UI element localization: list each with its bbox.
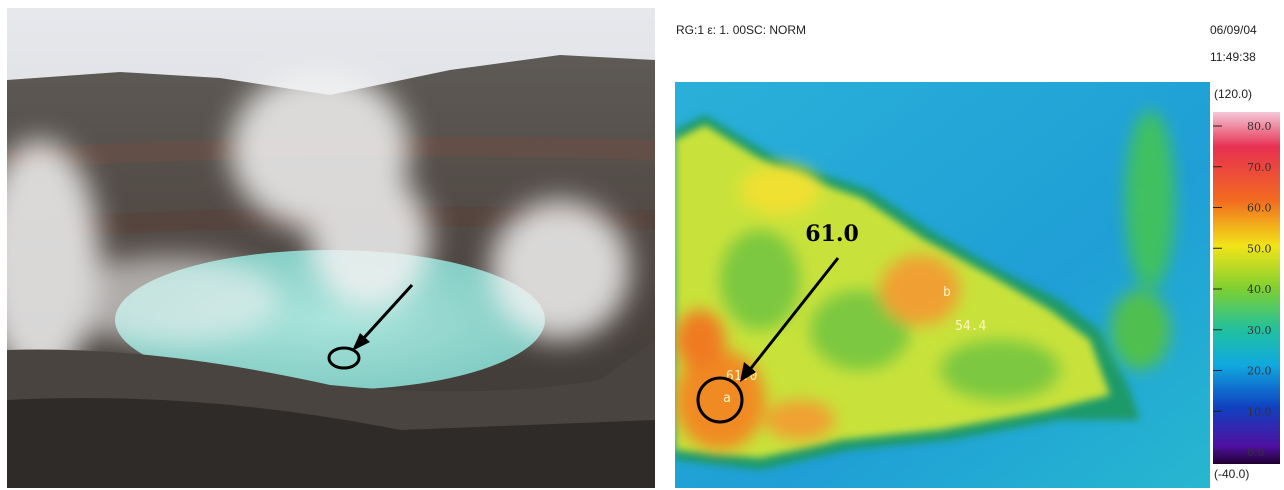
arrow — [746, 257, 840, 373]
marker-a: a — [723, 391, 731, 406]
scale-label: 50.0 — [1247, 242, 1272, 255]
scale-label: 10.0 — [1247, 405, 1272, 418]
circle-marker — [696, 376, 744, 424]
scale-label: 60.0 — [1247, 202, 1272, 215]
thermal-image: b 54.4 a 61.0 61.0 — [675, 82, 1210, 488]
thermal-panel: RG:1 ε: 1. 00SC: NORM 06/09/04 11:49:38 … — [675, 23, 1280, 488]
time: 11:49:38 — [1210, 50, 1256, 64]
crater-photo — [7, 8, 655, 488]
scale-labels: 80.0 70.0 60.0 50.0 40.0 30.0 20.0 10.0 0.0 — [1213, 120, 1272, 459]
range-max: (120.0) — [1214, 87, 1252, 101]
scale-label: 20.0 — [1247, 365, 1272, 378]
scale-label: 40.0 — [1247, 283, 1272, 296]
scale-label: 30.0 — [1247, 324, 1272, 337]
date: 06/09/04 — [1210, 23, 1257, 37]
color-scale — [1213, 112, 1280, 464]
scale-label: 80.0 — [1247, 120, 1272, 133]
marker-b: b — [943, 285, 951, 300]
header: RG:1 ε: 1. 00SC: NORM — [676, 23, 806, 37]
scale-label: 0.0 — [1247, 446, 1265, 459]
reading-b: 54.4 — [955, 319, 986, 334]
arrow — [360, 283, 414, 342]
circle-marker — [327, 346, 361, 370]
range-min: (-40.0) — [1214, 467, 1249, 481]
annotation: 61.0 — [805, 221, 859, 247]
scale-label: 70.0 — [1247, 161, 1272, 174]
